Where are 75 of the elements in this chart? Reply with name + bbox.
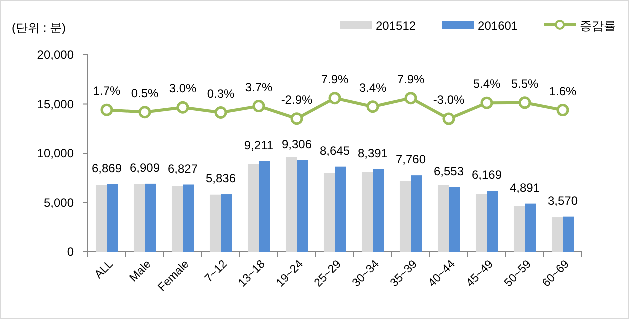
data-label: -3.0% [433,93,465,108]
legend-label: 201601 [478,19,518,33]
y-tick-label: 20,000 [37,48,74,62]
bar [210,194,221,252]
y-tick-label: 10,000 [37,146,74,160]
point [442,112,456,126]
point [518,96,532,110]
bar [183,184,194,252]
data-label: 9,306 [282,137,312,152]
bar [438,186,449,252]
data-label: 8,645 [320,144,350,158]
bar [107,184,118,252]
data-label: 4,891 [510,180,540,195]
bar [335,166,346,252]
point [290,112,304,126]
bar [96,186,107,252]
y-tick-label: 0 [67,245,74,259]
bar [400,181,411,252]
legend-label: 201512 [376,19,416,33]
bar [259,161,270,252]
data-label: 3.0% [169,82,197,96]
data-label: 5,836 [206,172,236,186]
data-label: -2.9% [281,92,313,107]
data-label: 7,760 [396,152,426,167]
point [366,100,380,114]
bar [324,173,335,252]
data-label: 7.9% [321,72,349,86]
bar [297,160,308,252]
data-label: 9,211 [244,138,274,152]
bar [221,194,232,252]
data-label: 0.3% [207,86,235,101]
data-label: 6,909 [130,160,160,175]
bar [145,184,156,252]
point [176,101,190,114]
bar [449,187,460,252]
bar [172,186,183,252]
bar [563,216,574,252]
data-label: 3.7% [245,80,273,94]
data-label: 6,827 [168,162,198,176]
bar [552,218,563,252]
point [100,104,114,116]
data-label: 3.4% [359,80,387,95]
bar [373,169,384,252]
point [404,92,418,105]
bar [476,194,487,252]
data-label: 1.6% [549,84,577,98]
data-label: 6,553 [434,164,464,178]
data-label: 6,169 [472,168,502,182]
bar [286,157,297,252]
x-tick-label: ALL [92,258,116,282]
data-label: 5.5% [511,76,539,91]
data-label: 6,869 [92,161,122,176]
data-label: 0.5% [131,86,159,100]
point [328,92,342,105]
data-label: 3,570 [548,194,578,208]
bar [487,191,498,252]
y-tick-label: 15,000 [37,97,74,112]
chart-title: (단위 : 분) [12,21,66,35]
point [556,104,570,117]
data-label: 5.4% [473,77,501,92]
data-label: 7.9% [397,72,425,86]
point [480,96,494,110]
bar [134,184,145,252]
bar [411,176,422,252]
data-label: 1.7% [93,84,121,98]
point [252,100,266,113]
bar [362,172,373,252]
legend-label: 증감률 [580,19,616,33]
point [138,106,152,119]
bar [525,204,536,252]
point [214,106,228,120]
bar [248,164,259,252]
data-label: 8,391 [358,146,388,160]
y-tick-label: 5,000 [44,196,74,210]
bar [514,206,525,252]
